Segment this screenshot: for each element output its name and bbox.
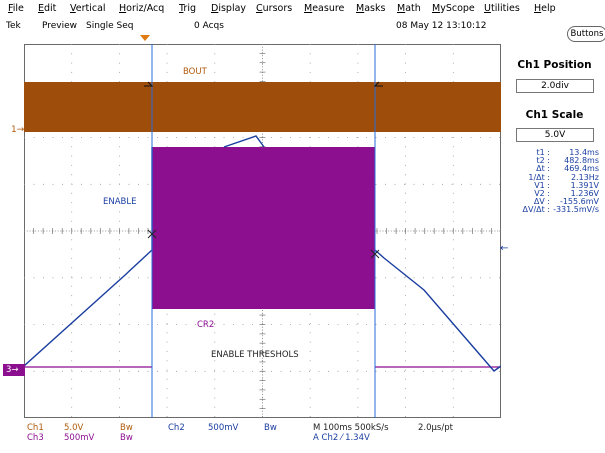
cursor-readout-value: 2.13Hz bbox=[570, 172, 599, 182]
ch3-pulse-waveform bbox=[152, 147, 375, 309]
cursor-readout-label: V2 : bbox=[534, 188, 550, 198]
sample-interval: 2.0μs/pt bbox=[418, 423, 453, 433]
cursor-readout-row: V1 : 1.391V bbox=[506, 180, 603, 190]
cursor-readout-row: t2 : 482.8ms bbox=[506, 156, 603, 166]
cursor-readout-label: ΔV/Δt : bbox=[522, 205, 551, 215]
menu-vertical[interactable]: Vertical bbox=[70, 3, 106, 14]
trigger-position-icon bbox=[140, 35, 150, 41]
menu-trig[interactable]: Trig bbox=[179, 3, 196, 14]
ch3-bw-badge: Bw bbox=[120, 433, 133, 443]
cursor-readout-label: Δt : bbox=[536, 164, 550, 174]
trigger-level-arrow-icon[interactable]: ← bbox=[500, 243, 509, 254]
cursor-readout-value: 1.391V bbox=[570, 180, 599, 190]
cursor-readout-value: 482.8ms bbox=[564, 156, 599, 166]
ch1-scale-value[interactable]: 5.0V bbox=[516, 128, 594, 142]
menu-horiz-acq[interactable]: Horiz/Acq bbox=[119, 3, 165, 14]
ch2-ramp-peak bbox=[223, 135, 265, 148]
ch2-bw-badge: Bw bbox=[264, 423, 277, 433]
cursor-t2-marker bbox=[370, 249, 380, 259]
ch1-waveform-band bbox=[24, 82, 501, 132]
cursor-readout-value: 13.4ms bbox=[569, 148, 599, 157]
buttons-toggle[interactable]: Buttons bbox=[567, 26, 605, 42]
ch3-scale: 500mV bbox=[64, 433, 95, 443]
menu-display[interactable]: Display bbox=[211, 3, 247, 14]
cursor-t1-arrow bbox=[144, 81, 154, 87]
ch1-scale: 5.0V bbox=[64, 423, 84, 433]
ch3-ground-marker[interactable]: 3→ bbox=[3, 364, 25, 376]
waveform-display[interactable]: BOUT ENABLE CR2 ENABLE THRESHOLS bbox=[24, 44, 501, 418]
cursor-readout-label: t1 : bbox=[536, 148, 550, 157]
menu-cursors[interactable]: Cursors bbox=[256, 3, 293, 14]
ch3-label[interactable]: Ch3 bbox=[27, 433, 44, 443]
preview-label: Preview bbox=[42, 21, 78, 31]
ch2-ramp-right bbox=[374, 249, 501, 372]
waveform-canvas bbox=[24, 44, 501, 418]
acq-mode-label: Single Seq bbox=[86, 21, 134, 31]
menu-myscope[interactable]: MyScope bbox=[432, 3, 475, 14]
label-bout: BOUT bbox=[183, 67, 207, 77]
cursor-readout: t1 : 13.4ms t2 : 482.8ms Δt : 469.4ms 1/Δt : 2.… bbox=[506, 148, 603, 215]
menu-measure[interactable]: Measure bbox=[304, 3, 345, 14]
cursor-t1-marker bbox=[147, 229, 157, 239]
menu-utilities[interactable]: Utilities bbox=[484, 3, 520, 14]
cursor-readout-row: Δt : 469.4ms bbox=[506, 165, 603, 173]
cursor-readout-row: 1/Δt : 2.13Hz bbox=[506, 172, 603, 182]
trigger-setting[interactable]: A Ch2 ⁄ 1.34V bbox=[313, 433, 370, 443]
label-enable-threshold: ENABLE THRESHOLS bbox=[211, 350, 299, 360]
cursor-readout-label: t2 : bbox=[536, 156, 550, 166]
ch1-position-value[interactable]: 2.0div bbox=[516, 79, 594, 93]
menu-masks[interactable]: Masks bbox=[356, 3, 386, 14]
ch1-bw-badge: Bw bbox=[120, 423, 133, 433]
menu-bar: File Edit Vertical Horiz/Acq Trig Displa… bbox=[0, 0, 605, 17]
cursor-readout-row: V2 : 1.236V bbox=[506, 188, 603, 198]
menu-math[interactable]: Math bbox=[397, 3, 421, 14]
cursor-readout-label: V1 : bbox=[534, 180, 550, 190]
right-control-panel: Buttons Ch1 Position 2.0div Ch1 Scale 5.… bbox=[506, 24, 605, 424]
status-bar: Tek Preview Single Seq 0 Acqs 08 May 12 … bbox=[0, 19, 515, 33]
menu-edit[interactable]: Edit bbox=[38, 3, 57, 14]
ch1-ground-marker[interactable]: 1→ bbox=[11, 125, 25, 135]
ch1-position-title: Ch1 Position bbox=[517, 59, 592, 71]
acq-count: 0 Acqs bbox=[194, 21, 224, 31]
cursor-readout-label: ΔV : bbox=[533, 197, 550, 207]
cursor-readout-value: 1.236V bbox=[570, 188, 599, 198]
menu-file[interactable]: File bbox=[8, 3, 24, 14]
cursor-readout-row: ΔV/Δt : -331.5mV/s bbox=[506, 206, 603, 214]
cursor-t2-arrow bbox=[373, 81, 383, 87]
cursor-readout-row: ΔV : -155.6mV bbox=[506, 197, 603, 207]
cursor-readout-value: 469.4ms bbox=[564, 164, 599, 174]
cursor-readout-label: 1/Δt : bbox=[528, 172, 550, 182]
brand-label: Tek bbox=[6, 21, 21, 31]
ch2-ramp-left bbox=[24, 147, 153, 367]
timebase[interactable]: M 100ms 500kS/s bbox=[313, 423, 389, 433]
date-time: 08 May 12 13:10:12 bbox=[396, 21, 487, 31]
ch1-label[interactable]: Ch1 bbox=[27, 423, 44, 433]
ch1-scale-title: Ch1 Scale bbox=[525, 109, 584, 121]
menu-help[interactable]: Help bbox=[534, 3, 556, 14]
channel-status-bar: Ch1 5.0V Bw Ch3 500mV Bw Ch2 500mV Bw M … bbox=[0, 421, 605, 453]
ch2-label[interactable]: Ch2 bbox=[168, 423, 185, 433]
cursor-readout-value: -155.6mV bbox=[559, 197, 599, 207]
label-cr2: CR2 bbox=[197, 320, 215, 330]
label-enable: ENABLE bbox=[103, 197, 137, 207]
cursor-readout-row: t1 : 13.4ms bbox=[506, 148, 603, 157]
ch2-scale: 500mV bbox=[208, 423, 239, 433]
cursor-readout-value: -331.5mV/s bbox=[553, 205, 599, 215]
